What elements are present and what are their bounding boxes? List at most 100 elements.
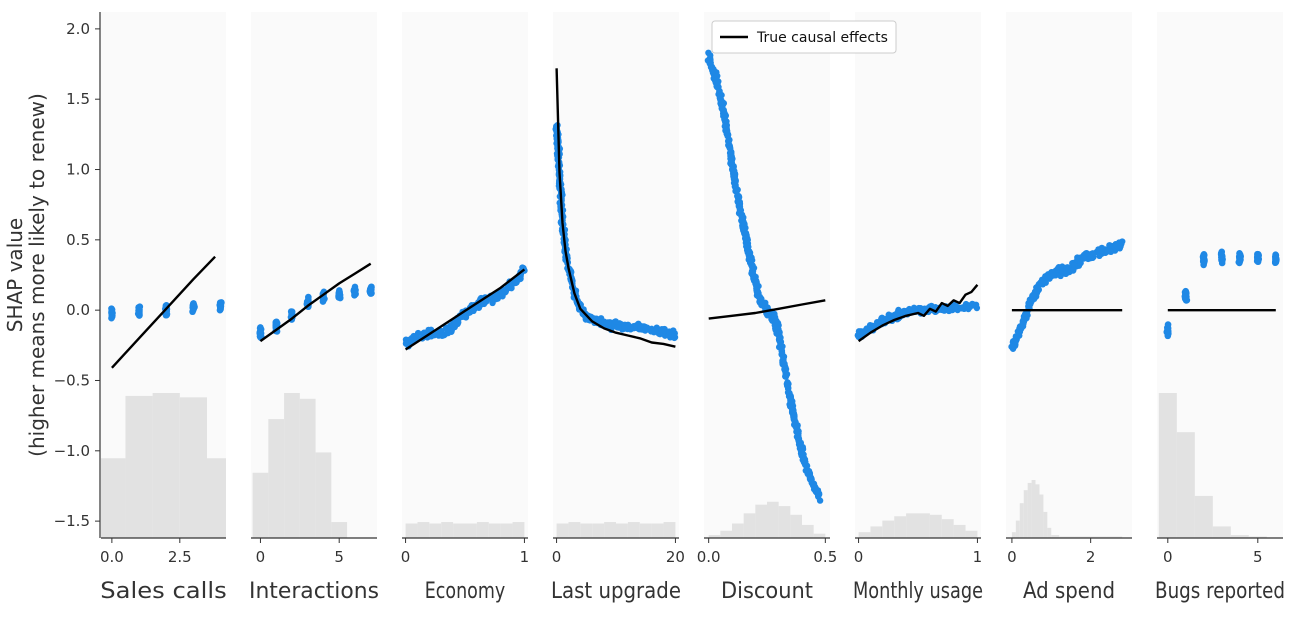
shap-point [670,327,677,334]
shap-point [1083,250,1090,257]
y-axis-label: (higher means more likely to renew) [25,93,49,457]
shap-point [612,318,619,325]
histogram-bar [1090,536,1107,538]
legend-box [711,20,897,54]
feature-panel-0: 0.0 2.5 Sales calls [100,12,227,604]
x-tick-label: 5 [334,548,344,566]
true-causal-effect-line [555,68,676,348]
feature-histogram [252,393,348,538]
legend-label: True causal effects [756,30,888,46]
feature-panel-2: 0 1 Economy [401,12,529,604]
shap-point [1181,293,1189,300]
histogram-bar [1011,532,1016,538]
feature-panel-7: 0 5 Bugs reported [1155,12,1285,604]
shap-point [726,136,733,144]
shap-point [1096,247,1103,254]
shap-point [1014,332,1021,339]
feature-panel-1: 0 5 Interactions [249,12,379,604]
shap-point [136,308,143,316]
histogram-bar [252,472,269,538]
shap-point [945,307,953,315]
histogram-bar [743,513,756,538]
histogram-bar [512,522,525,538]
x-tick-label: 2.5 [168,548,192,566]
y-axis-label: SHAP value [3,218,27,332]
shap-point [748,270,755,277]
histogram-bar [918,513,930,538]
shap-point [734,192,741,199]
histogram-bar [813,533,826,538]
histogram-bar [179,397,207,538]
feature-histogram [708,501,826,538]
shap-point [859,328,866,335]
histogram-bar [465,523,477,538]
shap-point [894,309,901,316]
true-causal-effect-line [404,268,526,351]
shap-point [800,457,807,464]
histogram-bar [1074,536,1091,538]
shap-point [721,116,728,123]
shap-point [1236,255,1244,263]
shap-point [604,320,611,328]
shap-point [777,334,784,341]
shap-point [965,305,972,313]
shap-point [736,200,744,208]
shap-point [1218,253,1226,260]
shap-point [721,111,729,118]
x-axis-label: Sales calls [100,579,227,604]
shap-point [651,328,659,335]
shap-point [470,307,477,315]
y-tick-label: −1.0 [54,442,90,460]
shap-point [807,474,815,482]
true-causal-effect-line [259,262,372,343]
shap-point [780,359,788,367]
shap-point [1070,267,1077,274]
feature-panels: 0.0 2.5 Sales calls 0 5 Interactions 0 1 Economy… [100,12,1285,604]
shap-point [958,305,965,312]
histogram-bar [1248,536,1267,538]
shap-point [783,382,791,389]
feature-panel-6: 0 2 Ad spend [1006,12,1132,604]
shap-point [1104,248,1111,255]
shap-point [788,398,795,406]
histogram-bar [1019,503,1024,538]
histogram-bar [315,452,332,538]
shap-point [782,370,789,378]
shap-point [217,300,224,307]
histogram-bar [568,522,581,538]
shap-points [1163,248,1280,340]
histogram-bar [627,522,640,538]
x-axis-label: Last upgrade [551,579,681,604]
shap-point [1071,262,1078,269]
shap-point [814,487,822,494]
shap-point [778,351,785,358]
shap-point [740,226,747,233]
shap-point [503,286,510,293]
histogram-bar [405,523,418,538]
true-causal-effect-line [708,299,826,320]
shap-point [1254,252,1262,259]
shap-point [712,79,719,86]
histogram-bar [708,535,721,538]
shap-point [407,336,414,343]
histogram-bar [778,506,791,538]
shap-point [444,326,451,333]
shap-point [723,127,731,135]
x-tick-label: 1 [520,548,530,566]
x-axis-label: Monthly usage [853,579,983,604]
histogram-bar [755,504,767,538]
shap-point [707,59,714,66]
y-axis: 2.0 1.5 1.0 0.5 0.0 −0.5 −1.0 −1.5 SHAP value(hi… [3,12,101,538]
histogram-bar [965,530,978,538]
true-causal-effect-line [111,255,216,369]
histogram-bar [500,523,513,538]
x-tick-label: 2 [1086,548,1096,566]
histogram-bar [906,513,918,538]
shap-point [805,467,812,475]
x-tick-label: 0 [854,548,864,566]
shap-point [351,291,358,299]
shap-point [741,235,749,242]
histogram-bar [802,524,814,538]
histogram-bar [616,523,628,538]
histogram-bar [429,523,442,538]
